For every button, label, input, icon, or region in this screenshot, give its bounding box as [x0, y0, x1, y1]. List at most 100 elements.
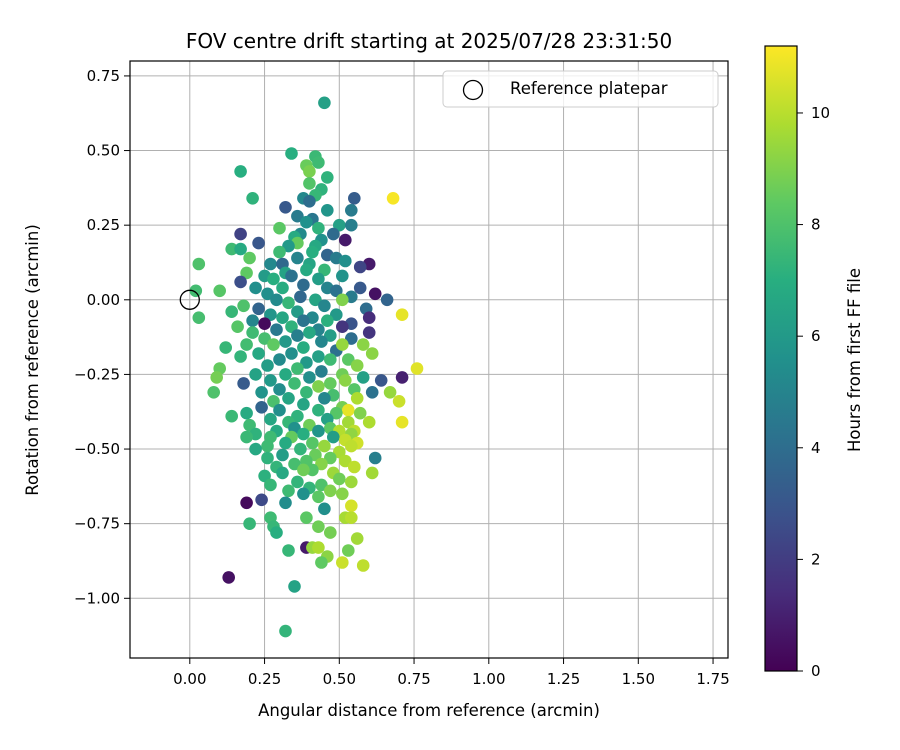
- data-point: [362, 326, 376, 339]
- x-tick-label: 0.50: [323, 670, 356, 688]
- data-point: [234, 275, 247, 289]
- data-point: [285, 320, 298, 334]
- data-point: [336, 487, 349, 501]
- data-point: [315, 478, 328, 492]
- data-point: [336, 293, 349, 307]
- data-point: [380, 293, 394, 307]
- data-point: [282, 239, 295, 253]
- data-point: [315, 457, 328, 471]
- x-tick-label: 0.75: [397, 670, 430, 688]
- data-point: [345, 218, 358, 232]
- data-point: [243, 251, 256, 265]
- data-point: [342, 403, 355, 417]
- data-point: [395, 371, 409, 384]
- data-point: [249, 281, 262, 295]
- data-point: [297, 398, 310, 411]
- y-tick-label: 0.75: [87, 67, 120, 85]
- data-point: [339, 454, 352, 468]
- data-point: [300, 356, 313, 369]
- data-point: [225, 305, 238, 319]
- data-point: [345, 499, 358, 513]
- data-point: [264, 257, 277, 271]
- data-point: [258, 469, 271, 483]
- data-point: [300, 215, 313, 229]
- data-point: [270, 293, 283, 307]
- data-point: [365, 347, 379, 360]
- data-point: [234, 227, 247, 241]
- data-point: [276, 448, 289, 462]
- data-point: [345, 475, 358, 489]
- y-tick-label: 0.50: [87, 142, 120, 160]
- data-point: [192, 257, 206, 271]
- data-point: [297, 487, 310, 501]
- data-point: [356, 371, 370, 384]
- data-point: [252, 302, 265, 316]
- data-point: [240, 430, 253, 444]
- data-point: [225, 409, 238, 423]
- data-point: [243, 418, 256, 432]
- data-point: [303, 418, 316, 432]
- y-tick-label: −1.00: [74, 589, 120, 607]
- data-point: [339, 233, 352, 247]
- data-point: [219, 341, 232, 354]
- data-point: [234, 165, 247, 178]
- data-point: [273, 403, 286, 417]
- data-point: [350, 532, 364, 545]
- data-point: [288, 457, 301, 471]
- data-point: [276, 466, 289, 480]
- data-point: [240, 266, 253, 280]
- data-point: [318, 96, 331, 110]
- data-point: [267, 272, 280, 286]
- data-point: [261, 359, 274, 372]
- y-tick-label: −0.50: [74, 440, 120, 458]
- colorbar-ticks: 0 2 4 6 8 10: [797, 104, 830, 680]
- colorbar-tick-label: 0: [811, 662, 821, 680]
- colorbar-tick-label: 4: [811, 439, 821, 457]
- data-point: [237, 299, 250, 313]
- data-point: [264, 412, 277, 426]
- data-point: [234, 242, 247, 256]
- colorbar-label: Hours from first FF file: [845, 268, 864, 452]
- data-point: [294, 442, 307, 456]
- data-point: [261, 439, 274, 453]
- y-tick-label: 0.25: [87, 216, 120, 234]
- data-point: [312, 403, 325, 417]
- data-point: [282, 296, 295, 310]
- data-point: [395, 308, 409, 322]
- data-point: [291, 251, 304, 265]
- data-point: [273, 353, 286, 366]
- data-point: [306, 463, 319, 477]
- data-point: [246, 314, 259, 328]
- data-point: [267, 395, 280, 408]
- data-point: [249, 442, 262, 456]
- data-point: [386, 192, 400, 205]
- y-axis-ticks: −1.00 −0.75 −0.50 −0.25 0.00 0.25 0.50 0.75: [74, 67, 130, 607]
- grid: [130, 61, 728, 658]
- data-point: [339, 374, 352, 387]
- data-point: [318, 439, 331, 453]
- colorbar-tick-label: 2: [811, 550, 821, 568]
- data-point: [288, 580, 301, 593]
- data-point: [315, 556, 328, 569]
- data-point: [309, 293, 322, 307]
- data-point: [291, 305, 304, 319]
- data-point: [333, 445, 346, 459]
- data-point: [270, 323, 283, 337]
- data-point: [303, 177, 316, 190]
- data-point: [348, 192, 361, 205]
- data-point: [276, 311, 289, 325]
- data-point: [321, 171, 334, 184]
- data-point: [282, 484, 295, 498]
- data-point: [303, 371, 316, 384]
- y-tick-label: 0.00: [87, 291, 120, 309]
- data-point: [258, 332, 271, 345]
- data-point: [297, 314, 310, 328]
- y-tick-label: −0.75: [74, 515, 120, 533]
- data-point: [318, 263, 331, 277]
- data-point: [237, 377, 250, 390]
- data-point: [312, 490, 325, 504]
- data-point: [333, 218, 346, 232]
- x-tick-label: 0.25: [248, 670, 281, 688]
- data-point: [345, 204, 358, 217]
